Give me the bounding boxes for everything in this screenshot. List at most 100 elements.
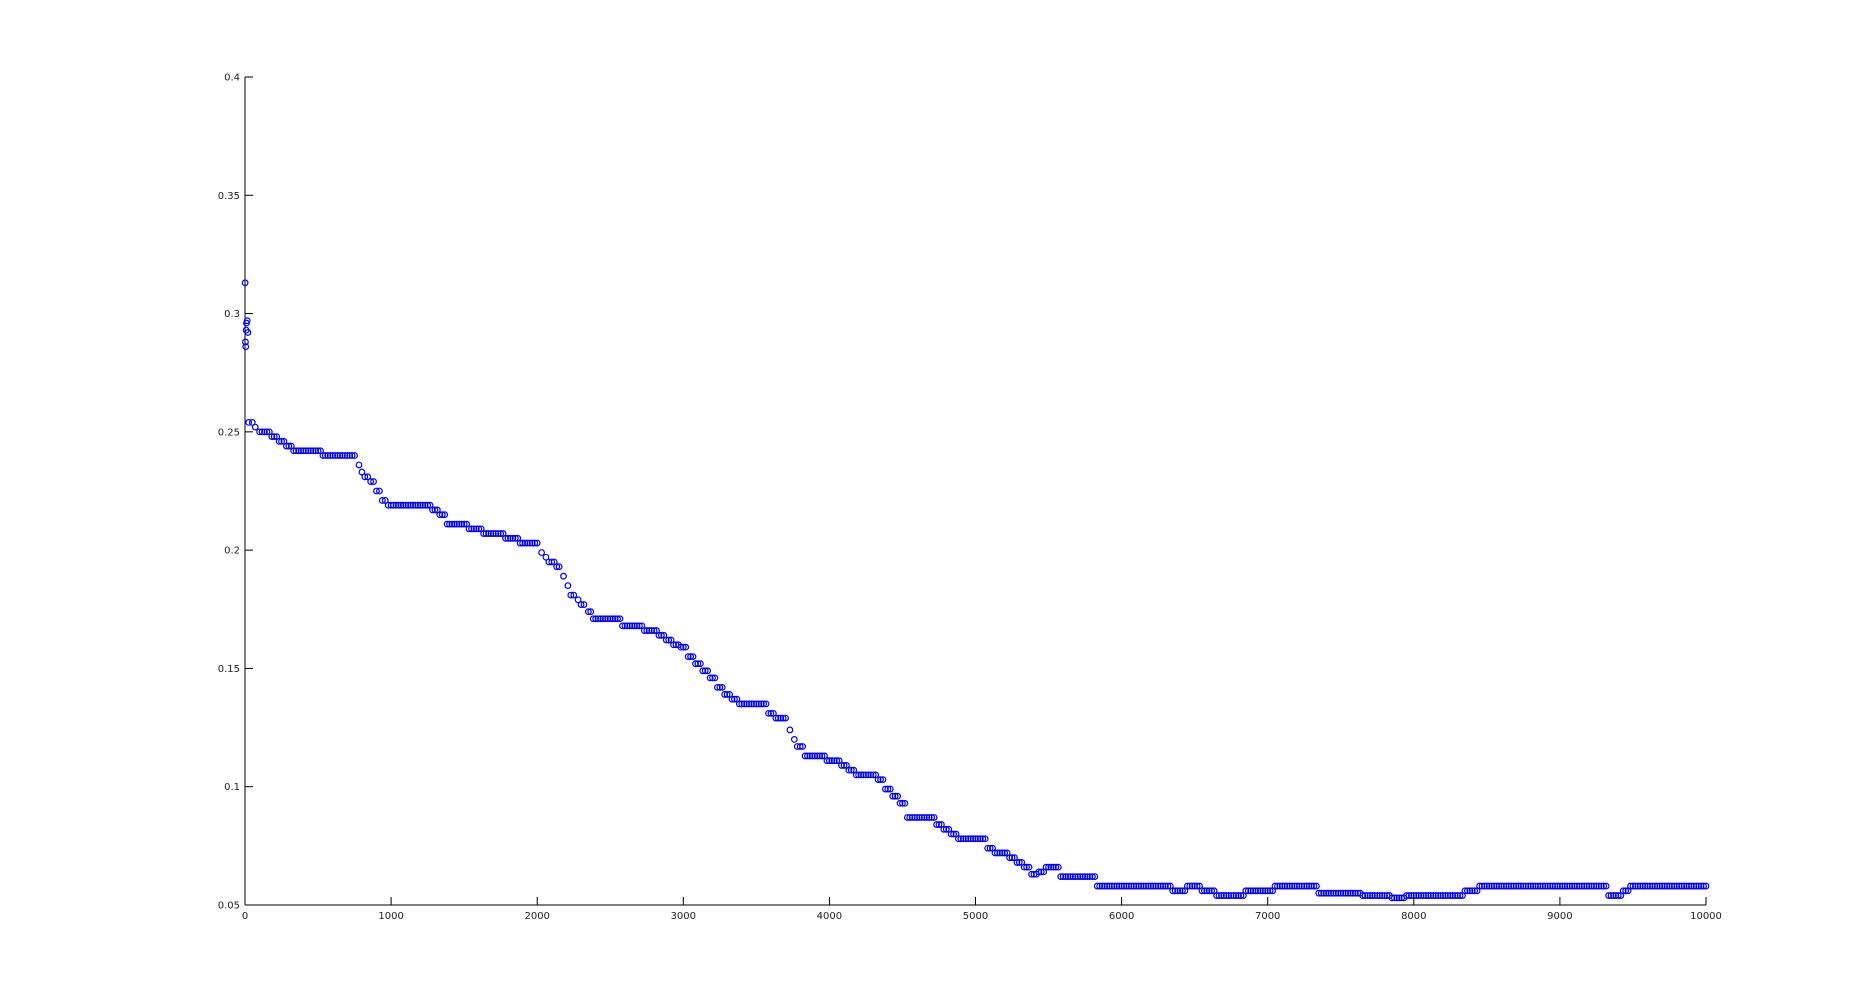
data-point xyxy=(894,792,901,800)
data-point xyxy=(1103,882,1111,890)
data-point xyxy=(1188,882,1196,890)
data-point xyxy=(1227,892,1235,899)
data-point xyxy=(1120,882,1128,890)
data-point xyxy=(1456,892,1464,899)
data-point xyxy=(957,835,965,843)
data-point xyxy=(1293,882,1301,890)
data-point xyxy=(1291,882,1298,890)
data-point xyxy=(662,636,670,644)
data-point xyxy=(828,757,836,765)
data-point xyxy=(1434,892,1442,899)
data-point xyxy=(1130,882,1138,890)
data-point xyxy=(480,530,488,537)
data-point xyxy=(911,814,919,821)
data-point xyxy=(689,653,697,660)
data-point xyxy=(1500,882,1508,890)
data-point xyxy=(1493,882,1500,890)
data-point xyxy=(1466,887,1474,895)
data-point xyxy=(1568,882,1576,890)
data-point xyxy=(1140,882,1147,890)
y-axis-ticks: 0.05 0.1 0.15 0.2 0.25 0.3 0.35 0.4 xyxy=(218,73,253,912)
data-point xyxy=(1631,882,1639,890)
data-point xyxy=(731,695,738,703)
data-point xyxy=(665,636,673,644)
data-point xyxy=(381,497,389,504)
data-point xyxy=(716,683,724,691)
data-point xyxy=(542,553,550,561)
data-point xyxy=(1371,892,1379,899)
data-point xyxy=(1351,889,1359,897)
data-point xyxy=(1203,887,1211,895)
data-point xyxy=(913,814,921,821)
data-point xyxy=(1054,863,1062,871)
data-point xyxy=(1415,892,1423,899)
data-point xyxy=(884,785,892,793)
data-point xyxy=(1366,892,1374,899)
data-point xyxy=(796,743,804,750)
x-tick-label: 2000 xyxy=(524,911,549,922)
data-point xyxy=(1142,882,1150,890)
data-point xyxy=(1607,892,1615,899)
data-point xyxy=(1244,887,1252,895)
data-point xyxy=(1081,873,1089,881)
data-point xyxy=(721,691,729,698)
data-point xyxy=(1641,882,1649,890)
data-point xyxy=(1308,882,1315,890)
data-point xyxy=(436,511,444,519)
data-point xyxy=(940,825,948,833)
data-point xyxy=(1344,889,1352,897)
data-point xyxy=(1235,892,1242,899)
data-point xyxy=(1690,882,1698,890)
data-point xyxy=(538,549,545,556)
data-point xyxy=(321,452,329,459)
data-point xyxy=(1551,882,1559,890)
data-point xyxy=(711,674,719,682)
data-point xyxy=(942,825,950,833)
data-point xyxy=(745,700,753,708)
data-point xyxy=(1378,892,1386,899)
data-point xyxy=(412,501,419,509)
data-point xyxy=(304,447,312,455)
data-point xyxy=(1088,873,1096,881)
data-point xyxy=(916,814,923,821)
data-point xyxy=(959,835,967,843)
data-point xyxy=(1278,882,1286,890)
data-point xyxy=(1425,892,1432,899)
x-tick-label: 1000 xyxy=(378,911,403,922)
data-point xyxy=(774,714,782,722)
data-point xyxy=(636,622,643,630)
axes xyxy=(244,77,1706,906)
data-point xyxy=(1218,892,1225,899)
data-point xyxy=(1685,882,1693,890)
data-point xyxy=(504,534,512,542)
data-point xyxy=(1149,882,1157,890)
data-point xyxy=(1442,892,1449,899)
data-point xyxy=(1281,882,1289,890)
data-point xyxy=(1622,887,1630,895)
data-point xyxy=(341,452,349,459)
data-point xyxy=(643,627,651,634)
data-point xyxy=(1612,892,1620,899)
data-point xyxy=(1388,894,1396,902)
data-point xyxy=(1537,882,1544,890)
data-point xyxy=(443,520,451,528)
data-point xyxy=(1084,873,1091,881)
data-point xyxy=(407,501,414,509)
data-point xyxy=(994,849,1001,857)
x-tick-label: 8000 xyxy=(1401,911,1426,922)
data-point xyxy=(1658,882,1666,890)
data-point xyxy=(507,534,514,542)
data-point xyxy=(482,530,490,537)
data-point xyxy=(1683,882,1690,890)
data-point xyxy=(1349,889,1357,897)
data-point xyxy=(243,317,251,325)
data-point xyxy=(1162,882,1169,890)
data-point xyxy=(1390,894,1398,902)
data-point xyxy=(448,520,456,528)
data-point xyxy=(631,622,638,630)
data-point xyxy=(511,534,519,542)
data-point xyxy=(899,799,906,807)
data-point xyxy=(1702,882,1710,890)
data-point xyxy=(692,660,699,668)
data-point xyxy=(324,452,332,459)
